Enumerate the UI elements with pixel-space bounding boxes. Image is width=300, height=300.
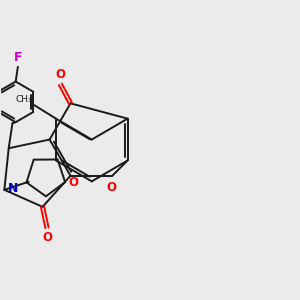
Text: F: F [14, 51, 22, 64]
Text: O: O [56, 68, 65, 81]
Text: O: O [43, 231, 52, 244]
Text: N: N [8, 182, 18, 195]
Text: O: O [107, 181, 117, 194]
Text: O: O [69, 176, 79, 189]
Text: CH₃: CH₃ [15, 95, 32, 104]
